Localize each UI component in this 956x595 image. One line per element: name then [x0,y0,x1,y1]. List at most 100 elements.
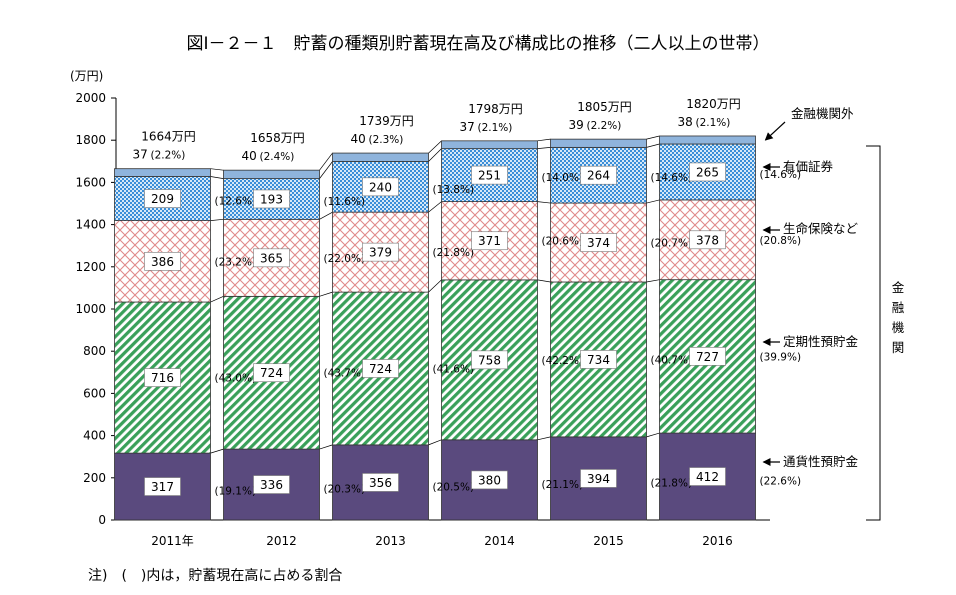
value-label-box [689,347,726,366]
connector-line [428,201,442,213]
connector-line [428,140,442,154]
percent-label: (14.6%) [760,169,802,181]
value-label-box [689,467,726,486]
value-label: 38 [678,115,693,129]
percent-label: (14.0%) [542,172,584,184]
value-label-box [253,363,290,383]
connector-line [646,432,660,438]
bracket [866,145,881,521]
bar-segment-gai [659,135,756,145]
value-label: 37 [133,148,148,162]
value-label: 209 [151,192,174,206]
percent-label: (20.6%) [542,236,584,248]
value-label: 380 [478,473,501,487]
value-label: 727 [696,350,719,364]
connector-line [210,176,224,179]
connector-line [537,279,551,283]
percent-label: (2.2%) [151,150,186,162]
connector-line [428,279,442,293]
legend-label: 生命保険など [783,221,859,236]
connector-line [210,168,224,171]
total-label: 1820万円 [686,97,741,111]
connector-line [210,218,224,221]
percent-label: (22.6%) [760,476,802,488]
connector-line [646,143,660,148]
value-label: 379 [369,246,392,260]
x-tick-label: 2015 [593,534,624,548]
connector-line [319,211,333,220]
bracket-label-char: 融 [892,300,905,315]
connector-line [537,436,551,441]
value-label-box [580,469,617,488]
connector-line [210,448,224,454]
connector-line [646,279,660,283]
value-label: 365 [260,251,283,265]
value-label-box [362,359,399,378]
value-label: 264 [587,169,610,183]
value-label: 193 [260,192,283,206]
value-label: 412 [696,470,719,484]
value-label: 378 [696,233,719,247]
segment-connector-lines [210,135,660,454]
value-label-box [471,470,508,490]
value-label-box [253,189,290,209]
percent-label: (23.2%) [215,256,257,268]
percent-label: (20.5%) [433,481,475,493]
y-tick-label: 1200 [75,260,106,274]
data-labels: 317 (19.1%) 716 (43.0%) 386 (23.2%) 209 (12.6%)… [133,97,802,498]
percent-label: (19.1%) [215,486,257,498]
bar-segment-gai [332,152,429,162]
value-label-box [471,350,508,370]
percent-label: (21.8%) [651,477,693,489]
value-label: 37 [460,120,475,134]
value-label: 40 [242,149,257,163]
total-label: 1739万円 [359,114,414,128]
y-tick-label: 1000 [75,302,106,316]
value-label: 317 [151,480,174,494]
total-label: 1664万円 [141,130,196,144]
connector-line [646,135,660,140]
percent-label: (11.6%) [324,196,366,208]
value-label: 251 [478,169,501,183]
value-label-box [253,248,290,268]
percent-label: (20.3%) [324,484,366,496]
value-label: 39 [569,118,584,132]
value-label: 734 [587,353,610,367]
connector-line [210,296,224,303]
y-tick-label: 2000 [75,91,106,105]
percent-label: (14.6%) [651,172,693,184]
value-label: 724 [260,366,283,380]
value-label-box [144,252,181,271]
legend-label: 有価証券 [783,159,834,174]
value-label-box [144,189,181,208]
legend-label: 金融機関外 [791,106,854,121]
percent-label: (41.6%) [433,364,475,376]
y-tick-label: 800 [83,344,106,358]
percent-label: (12.6%) [215,196,257,208]
percent-label: (43.7%) [324,368,366,380]
value-label-box [580,233,617,252]
bar-segment-yuuka [550,146,647,204]
y-tick-label: 1800 [75,133,106,147]
value-label: 240 [369,180,392,194]
percent-label: (2.4%) [260,151,295,163]
x-tick-label: 2012 [266,534,297,548]
value-label: 336 [260,478,283,492]
connector-line [428,148,442,162]
value-label: 374 [587,236,610,250]
bracket-label-char: 機 [892,320,905,335]
percent-label: (2.2%) [587,120,622,132]
y-tick-label: 1400 [75,218,106,232]
value-label-box [362,473,399,492]
percent-label: (21.8%) [433,247,475,259]
bar-segment-gai [550,138,647,148]
total-label: 1805万円 [577,100,632,114]
value-label: 40 [351,132,366,146]
legend-arrow [764,121,786,141]
connector-line [319,161,333,179]
connector-line [537,138,551,142]
bracket-label-char: 金 [892,280,905,295]
value-label: 758 [478,353,501,367]
percent-label: (40.7%) [651,354,693,366]
